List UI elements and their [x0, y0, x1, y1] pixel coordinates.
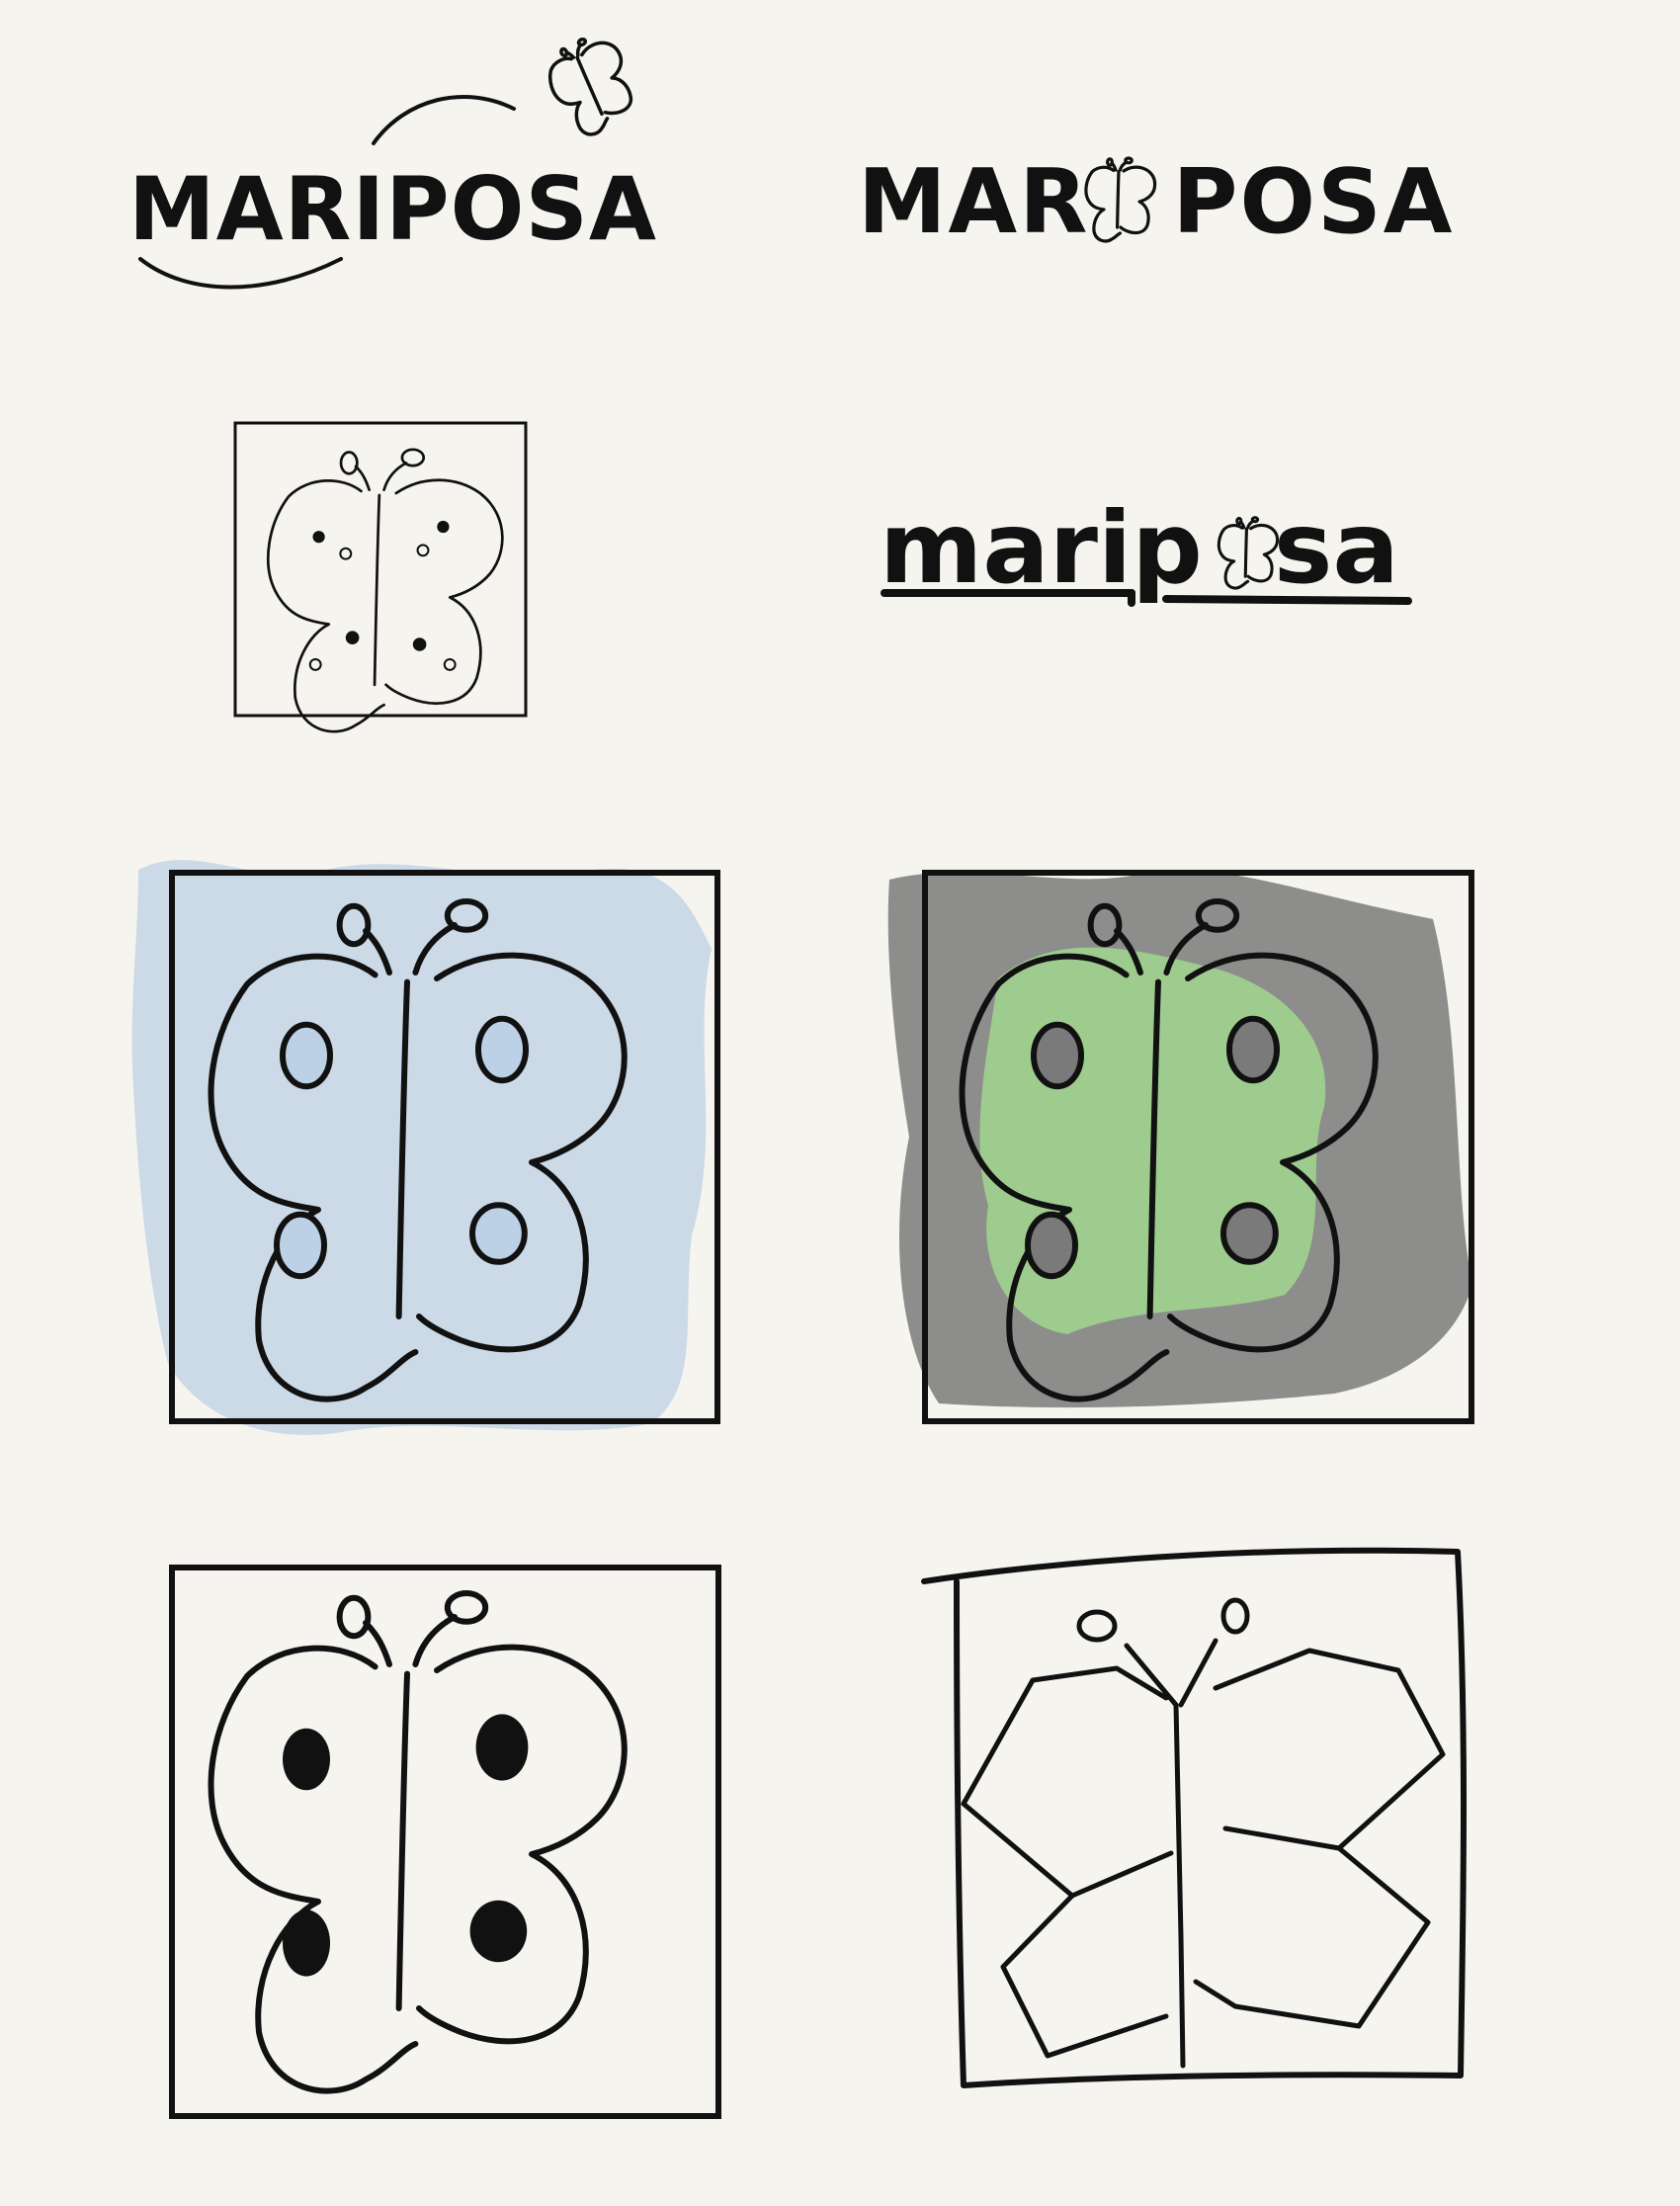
butterfly-green-gray-icon	[887, 870, 1474, 1424]
butterfly-icon	[537, 26, 648, 144]
butterfly-geometric-icon	[921, 1547, 1468, 2088]
wordmark-with-icon: MAR POSA	[858, 158, 1454, 247]
wordmark-lower-right: sa	[1273, 490, 1399, 606]
wordmark-lowercase: marip sa	[880, 499, 1399, 598]
butterfly-icon	[1084, 156, 1157, 243]
butterfly-blue-icon	[131, 860, 720, 1435]
butterfly-filled-spots-icon	[169, 1565, 721, 2119]
wordmark-part-right: POSA	[1172, 150, 1455, 254]
butterfly-icon	[1217, 516, 1280, 590]
butterfly-outline-icon	[233, 421, 528, 733]
wordmark-lower-left: marip	[880, 490, 1203, 606]
arc-top	[372, 95, 516, 145]
wordmark-arc: MARIPOSA	[128, 158, 657, 260]
wordmark-part-left: MAR	[858, 150, 1090, 254]
arc-bottom	[138, 257, 343, 290]
